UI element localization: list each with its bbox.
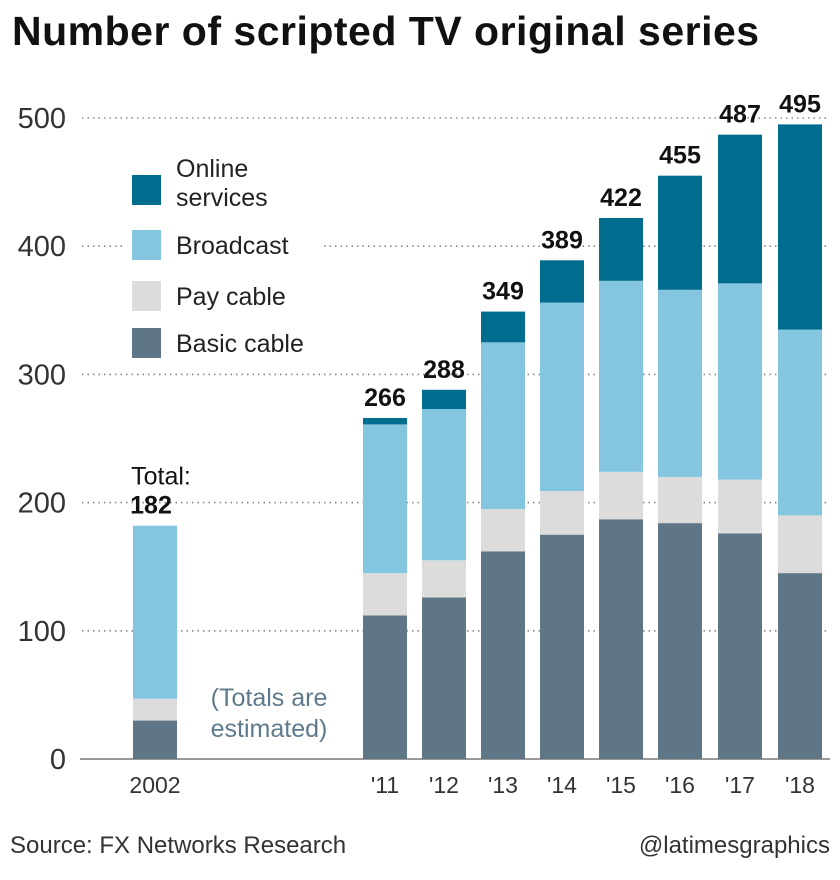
bar-segment xyxy=(133,720,177,759)
total-label: 266 xyxy=(364,384,406,412)
bar-segment xyxy=(481,509,525,552)
bar-segment xyxy=(133,525,177,699)
legend-swatch xyxy=(132,281,161,311)
bar-segment xyxy=(540,302,584,492)
y-tick-label: 400 xyxy=(18,231,66,263)
bar-segment xyxy=(718,134,762,284)
bar-segment xyxy=(363,424,407,574)
legend-label: Online xyxy=(176,155,248,183)
total-label: 288 xyxy=(423,356,465,384)
y-tick-label: 200 xyxy=(18,488,66,520)
total-label: 487 xyxy=(719,101,761,129)
bar-segment xyxy=(481,551,525,759)
x-tick-label: '16 xyxy=(665,772,695,798)
bar-segment xyxy=(481,311,525,343)
x-tick-label: 2002 xyxy=(129,772,180,798)
bar-segment xyxy=(363,417,407,425)
bar-segment xyxy=(599,280,643,472)
bar-segment xyxy=(718,533,762,759)
credit-note: @latimesgraphics xyxy=(638,832,830,859)
bar-segment xyxy=(718,283,762,480)
bar-segment xyxy=(658,523,702,759)
bar-segment xyxy=(658,476,702,524)
bar-segment xyxy=(599,471,643,520)
source-note: Source: FX Networks Research xyxy=(10,832,347,859)
total-label: 495 xyxy=(779,90,821,118)
bar-segment xyxy=(133,698,177,721)
bar-segment xyxy=(422,560,466,598)
bar-segment xyxy=(778,329,822,516)
bar-segment xyxy=(599,519,643,759)
bar-segment xyxy=(422,597,466,759)
total-label: 455 xyxy=(659,142,701,170)
bar-segment xyxy=(658,175,702,290)
total-label: 349 xyxy=(482,278,524,306)
x-tick-label: '11 xyxy=(371,772,399,798)
x-tick-label: '14 xyxy=(547,772,577,798)
bar-segment xyxy=(540,491,584,535)
legend-swatch xyxy=(132,175,161,205)
total-label: 182 xyxy=(130,492,172,520)
y-tick-label: 300 xyxy=(18,359,66,391)
x-tick-label: '17 xyxy=(725,772,755,798)
total-caption: Total: xyxy=(131,463,191,491)
x-tick-label: '18 xyxy=(785,772,815,798)
bar-segment xyxy=(718,479,762,534)
legend-swatch xyxy=(132,230,161,260)
total-label: 389 xyxy=(541,226,583,254)
estimate-note: (Totals are xyxy=(211,684,328,712)
bar-segment xyxy=(778,573,822,759)
estimate-note: estimated) xyxy=(211,715,328,743)
y-tick-label: 500 xyxy=(18,103,66,135)
bar-segment xyxy=(363,615,407,759)
x-tick-label: '12 xyxy=(429,772,459,798)
y-tick-label: 100 xyxy=(18,616,66,648)
bar-segment xyxy=(658,289,702,477)
bar-segment xyxy=(778,515,822,574)
legend-label: services xyxy=(176,184,268,212)
bar-segment xyxy=(540,260,584,303)
bar-segment xyxy=(422,389,466,410)
legend-label: Broadcast xyxy=(176,232,289,260)
bar-segment xyxy=(778,124,822,330)
bar-segment xyxy=(481,342,525,510)
legend-label: Basic cable xyxy=(176,330,304,358)
x-tick-label: '15 xyxy=(606,772,636,798)
bar-segment xyxy=(540,534,584,759)
legend-label: Pay cable xyxy=(176,283,286,311)
y-tick-label: 0 xyxy=(50,744,66,776)
legend-swatch xyxy=(132,328,161,358)
bar-segment xyxy=(599,217,643,281)
total-label: 422 xyxy=(600,184,642,212)
bar-segment xyxy=(363,573,407,616)
x-tick-label: '13 xyxy=(488,772,518,798)
chart-title: Number of scripted TV original series xyxy=(12,8,760,54)
bar-segment xyxy=(422,409,466,561)
